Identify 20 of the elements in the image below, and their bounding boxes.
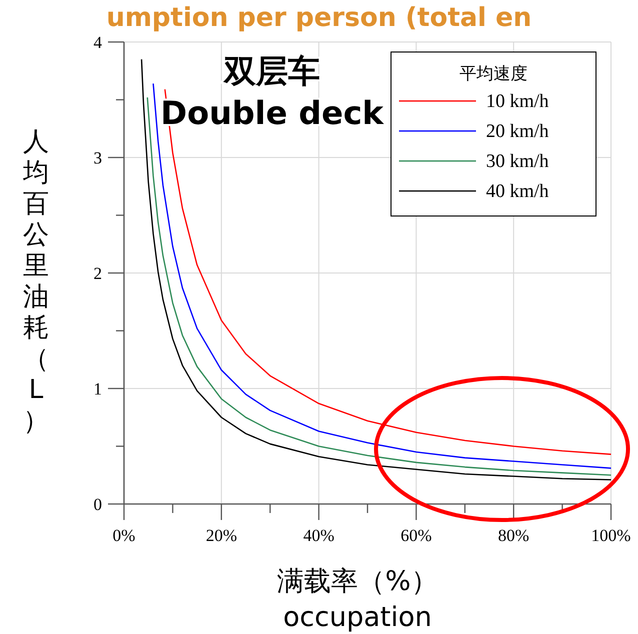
x-tick-label: 40% [303,526,334,545]
y-tick-label: 0 [94,495,102,514]
legend-label: 10 km/h [486,91,550,112]
x-tick-label: 80% [498,526,530,545]
chart-title: umption per person (total en [106,3,532,33]
text: 人均百公里油耗（L） [23,127,49,436]
annotation: 双层车 [223,52,320,90]
legend-label: 30 km/h [486,151,550,172]
x-axis-title: 满载率（%） occupation [277,566,438,633]
x-tick-label: 100% [591,526,631,545]
legend-label: 20 km/h [486,121,550,142]
x-tick-label: 60% [400,526,432,545]
x-tick-label: 20% [206,526,237,545]
y-tick-label: 3 [94,148,102,168]
legend-label: 40 km/h [486,181,550,202]
x-tick-label: 0% [112,526,136,545]
y-tick-label: 4 [94,33,102,52]
legend-title: 平均速度 [460,64,528,83]
y-tick-label: 2 [94,264,102,283]
y-tick-label: 1 [94,380,102,398]
